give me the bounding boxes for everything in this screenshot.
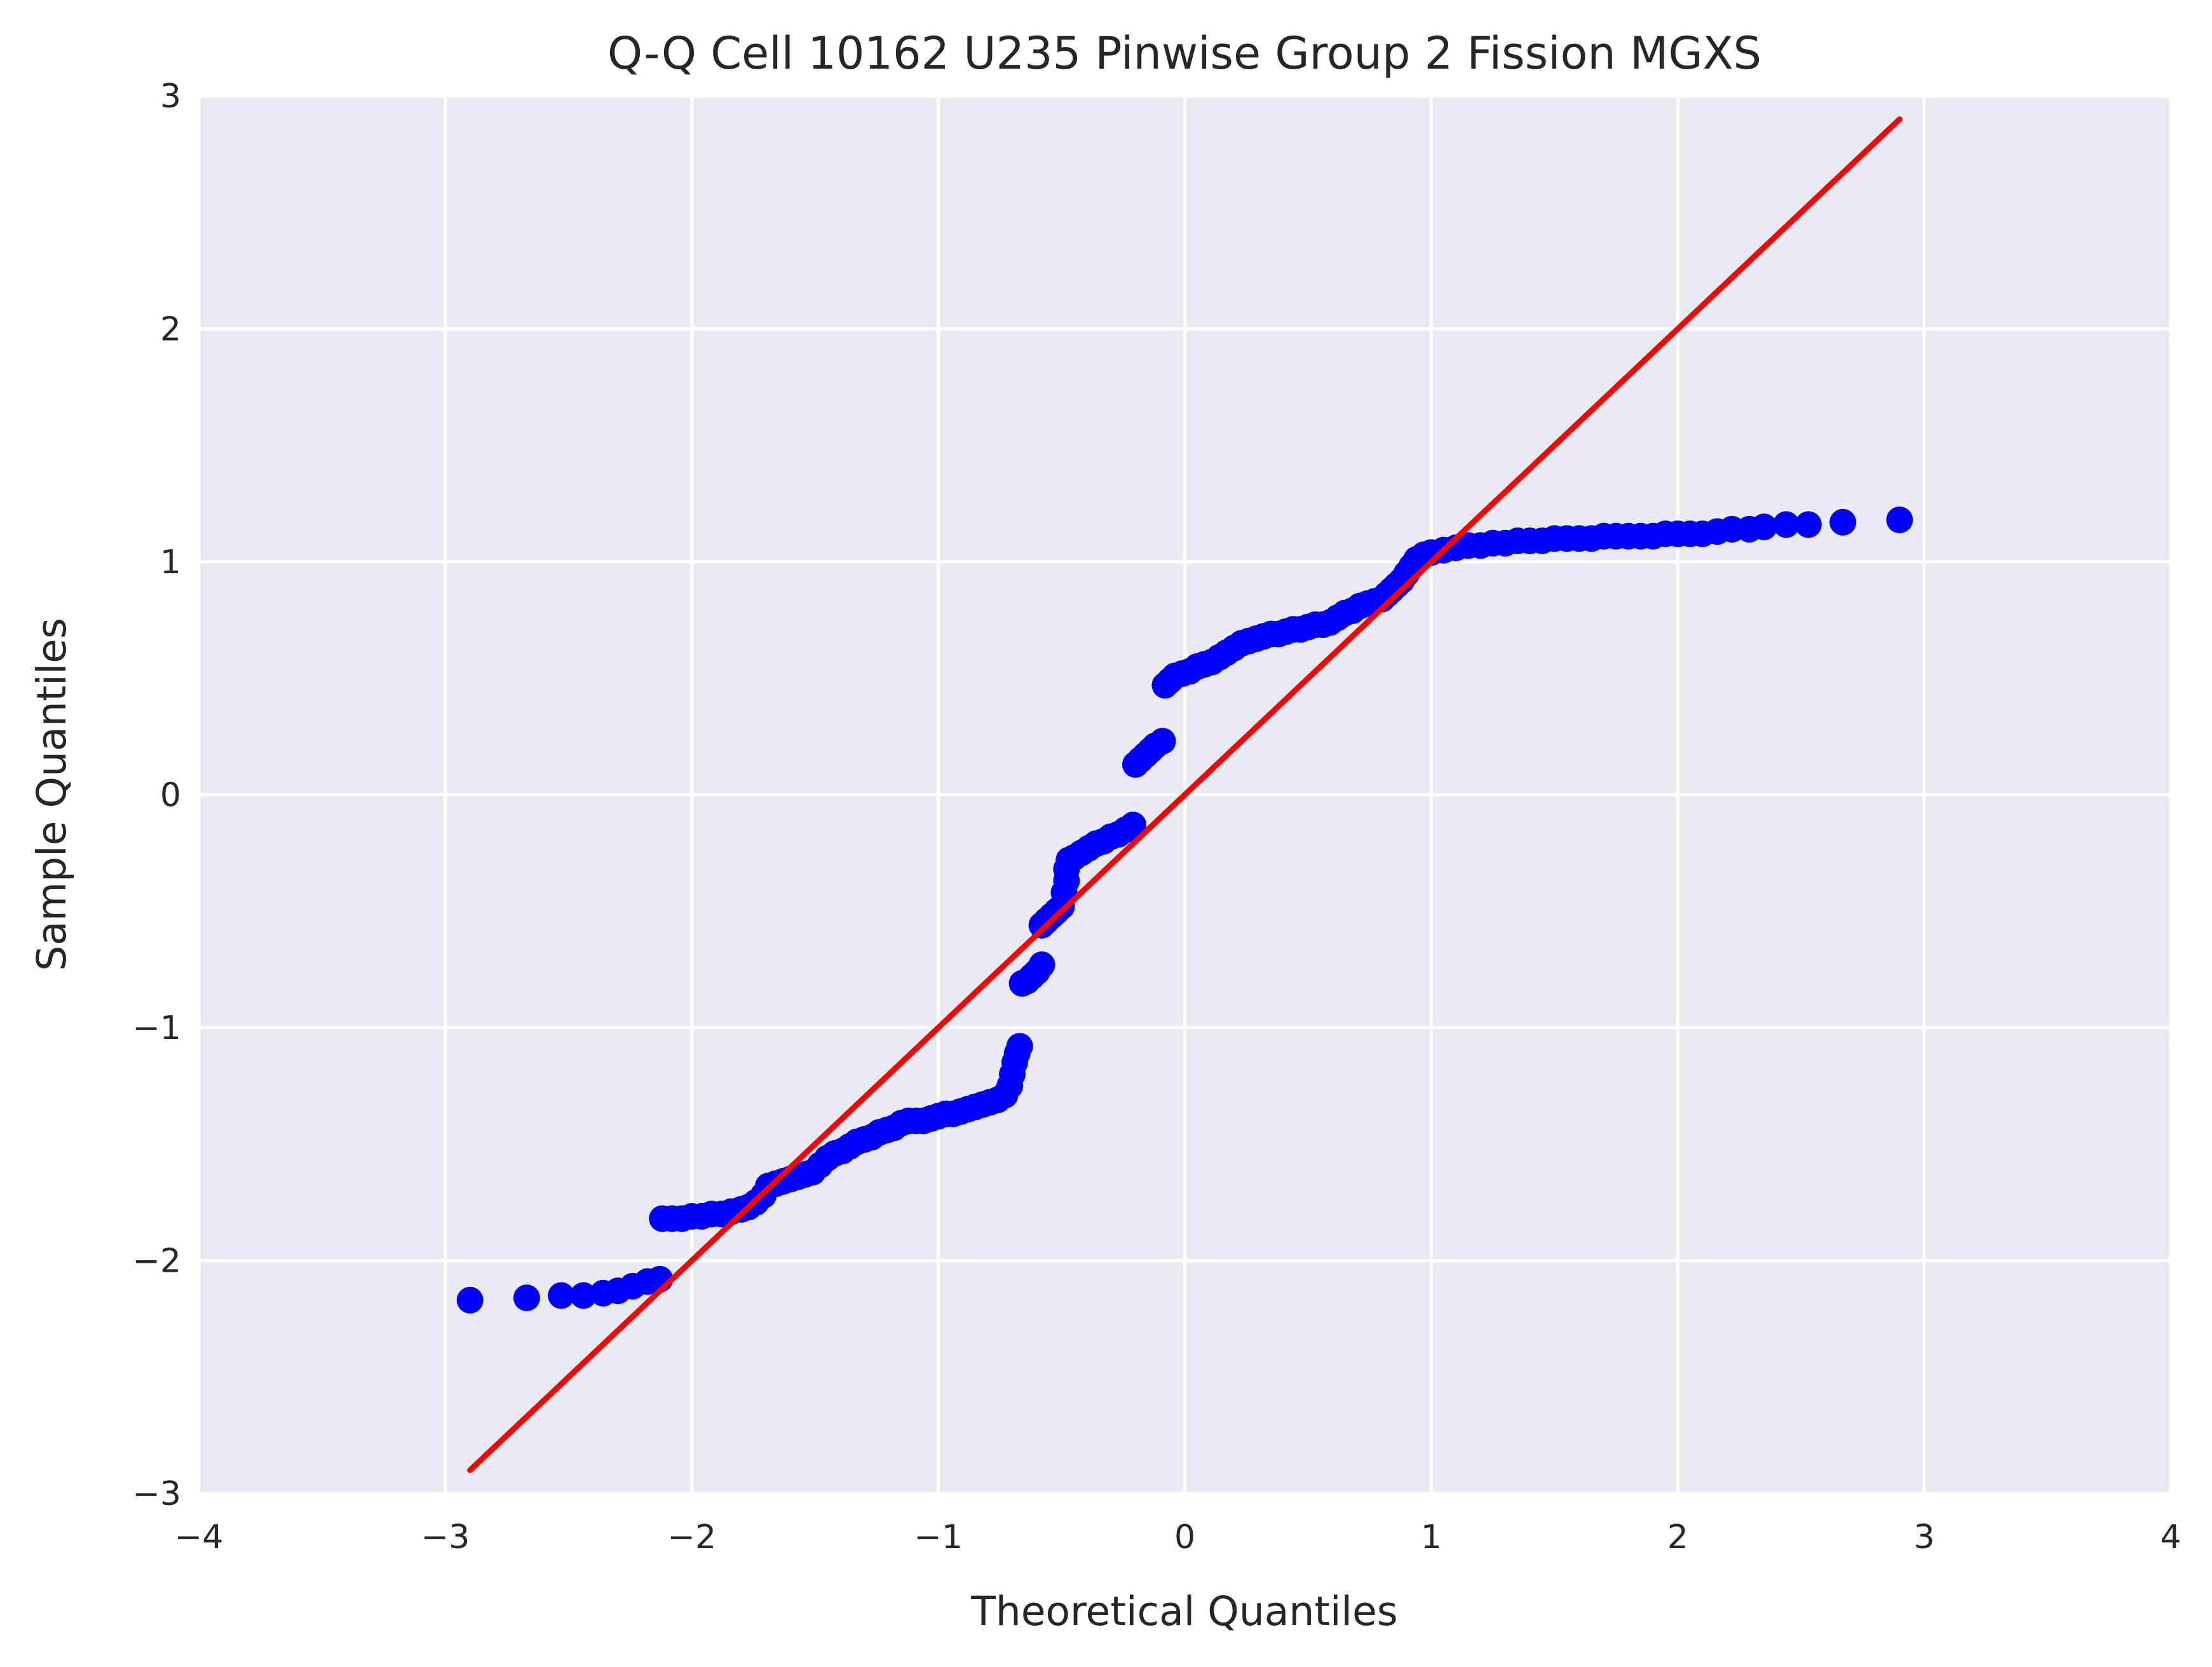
data-point xyxy=(1751,514,1778,541)
reference-line xyxy=(467,116,1903,1473)
y-tick-label: −3 xyxy=(132,1475,181,1513)
x-tick-label: −4 xyxy=(175,1518,224,1556)
y-tick-label: 2 xyxy=(160,311,181,349)
data-point xyxy=(1829,508,1857,536)
data-point xyxy=(1149,728,1176,755)
data-point xyxy=(570,1282,597,1309)
grid-lines xyxy=(197,94,2173,1495)
data-point xyxy=(1120,812,1147,839)
y-tick-label: 3 xyxy=(160,78,181,116)
x-tick-label: 2 xyxy=(1667,1518,1688,1556)
x-axis-label: Theoretical Quantiles xyxy=(970,1588,1397,1635)
data-point xyxy=(548,1282,575,1309)
x-tick-label: 4 xyxy=(2160,1518,2181,1556)
x-tick-label: 0 xyxy=(1174,1518,1195,1556)
y-axis-label: Sample Quantiles xyxy=(29,618,75,971)
y-tick-labels: −3 −2 −1 0 1 2 3 xyxy=(132,78,181,1513)
x-tick-labels: −4 −3 −2 −1 0 1 2 3 4 xyxy=(175,1518,2181,1556)
data-point xyxy=(1028,951,1055,979)
x-tick-label: 1 xyxy=(1421,1518,1442,1556)
x-tick-label: −3 xyxy=(421,1518,470,1556)
data-point xyxy=(1795,511,1822,538)
y-tick-label: 1 xyxy=(160,543,181,582)
y-tick-label: −1 xyxy=(132,1009,181,1047)
x-tick-label: −2 xyxy=(667,1518,716,1556)
y-tick-label: −2 xyxy=(132,1242,181,1281)
x-tick-label: 3 xyxy=(1914,1518,1935,1556)
x-tick-label: −1 xyxy=(914,1518,963,1556)
data-point xyxy=(1886,507,1913,534)
chart-title: Q-Q Cell 10162 U235 Pinwise Group 2 Fiss… xyxy=(607,27,1761,79)
y-tick-label: 0 xyxy=(160,777,181,815)
data-point xyxy=(1006,1033,1033,1060)
reference-line-group xyxy=(467,116,1903,1473)
data-point xyxy=(456,1286,484,1314)
data-point xyxy=(513,1284,540,1312)
data-point xyxy=(1772,511,1800,538)
